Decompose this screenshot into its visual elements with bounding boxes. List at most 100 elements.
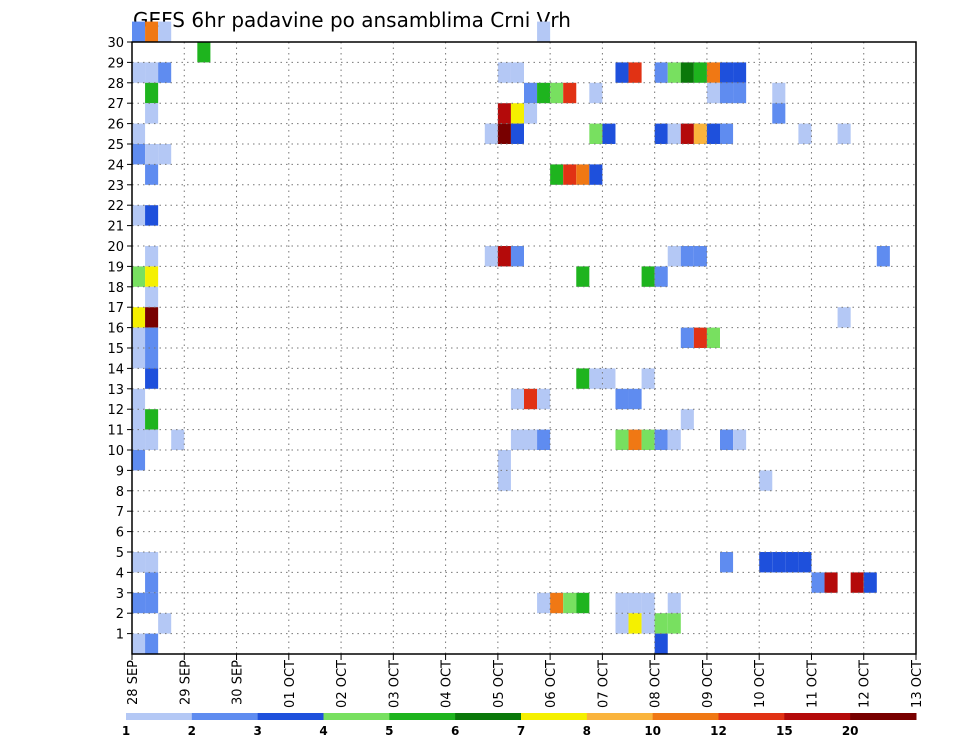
heatmap-cell: [497, 123, 511, 144]
heatmap-cell: [145, 164, 159, 185]
heatmap-cell: [733, 62, 747, 83]
heatmap-cell: [132, 388, 146, 410]
heatmap-cell: [798, 552, 812, 573]
heatmap-cell: [602, 123, 616, 144]
heatmap-cell: [197, 42, 211, 63]
y-tick-label: 12: [107, 403, 124, 418]
y-tick-label: 16: [107, 322, 124, 337]
heatmap-cell: [693, 123, 707, 144]
heatmap-cell: [171, 429, 185, 450]
heatmap-cell: [145, 572, 159, 593]
x-axis: 28 SEP 29 SEP 30 SEP 01 OCT 02 OCT 03 OCT 04 O…: [126, 654, 925, 708]
heatmap-cell: [667, 123, 681, 144]
legend-swatch: [455, 713, 522, 720]
legend-swatch: [323, 713, 390, 720]
legend-swatch: [784, 713, 851, 720]
x-tick-label: 28 SEP: [126, 660, 141, 705]
heatmap-cell: [145, 552, 159, 573]
heatmap-cell: [132, 307, 146, 328]
heatmap-cell: [524, 82, 538, 104]
heatmap-cell: [706, 327, 720, 348]
heatmap-cell: [733, 429, 747, 450]
heatmap-cell: [510, 62, 524, 83]
heatmap-cell: [628, 592, 642, 614]
heatmap-cell: [615, 388, 629, 410]
heatmap-cell: [628, 429, 642, 450]
heatmap-cell: [680, 327, 694, 348]
legend-label: 6: [451, 724, 459, 738]
y-tick-label: 23: [107, 179, 124, 194]
heatmap-cell: [132, 633, 146, 654]
heatmap-cell: [759, 552, 773, 573]
heatmap-cell: [876, 246, 890, 267]
heatmap-cell: [837, 123, 851, 144]
heatmap-cell: [510, 123, 524, 144]
heatmap-cell: [145, 62, 159, 83]
heatmap-cell: [863, 572, 877, 593]
heatmap-cell: [667, 246, 681, 267]
heatmap-cell: [628, 62, 642, 83]
legend-swatch: [191, 713, 259, 720]
y-axis: 1234567891011121314151617181920212223242…: [107, 36, 132, 643]
x-tick-label: 01 OCT: [283, 660, 298, 708]
heatmap-cell: [628, 388, 642, 410]
heatmap-cell: [615, 592, 629, 614]
heatmap-cell: [132, 21, 146, 42]
heatmap-cell: [654, 429, 668, 450]
x-tick-label: 13 OCT: [910, 660, 925, 708]
heatmap-cell: [772, 82, 786, 104]
heatmap-cell: [158, 21, 172, 42]
y-tick-label: 28: [107, 77, 124, 92]
heatmap-cell: [510, 388, 524, 410]
heatmap-cell: [667, 613, 681, 634]
heatmap-cell: [145, 82, 159, 104]
y-tick-label: 11: [107, 424, 124, 439]
heatmap-cell: [576, 164, 590, 185]
heatmap-cell: [132, 450, 146, 471]
heatmap-cell: [706, 123, 720, 144]
x-tick-label: 07 OCT: [596, 660, 611, 708]
heatmap-cell: [537, 388, 551, 410]
heatmap-cell: [484, 123, 498, 144]
x-tick-label: 08 OCT: [649, 660, 664, 708]
y-tick-label: 13: [107, 383, 124, 398]
y-tick-label: 21: [107, 220, 124, 235]
heatmap-cell: [602, 368, 616, 389]
heatmap-cell: [145, 144, 159, 165]
heatmap-cell: [615, 613, 629, 634]
heatmap-cell: [537, 429, 551, 450]
heatmap-cell: [132, 409, 146, 430]
legend-swatch: [126, 713, 193, 720]
heatmap-cell: [641, 613, 655, 634]
legend-label: 12: [710, 724, 727, 738]
heatmap-cell: [497, 470, 511, 491]
heatmap-cell: [132, 552, 146, 573]
heatmap-cell: [158, 613, 172, 634]
x-tick-label: 10 OCT: [753, 660, 768, 708]
heatmap-cell: [497, 103, 511, 124]
heatmap-cell: [589, 164, 603, 185]
heatmap-cell: [132, 144, 146, 165]
legend-label: 15: [776, 724, 793, 738]
legend-swatch: [586, 713, 654, 720]
heatmap-cell: [550, 82, 564, 104]
x-tick-label: 02 OCT: [335, 660, 350, 708]
heatmap-cell: [720, 552, 734, 573]
legend-label: 8: [583, 724, 591, 738]
heatmap-cell: [550, 164, 564, 185]
heatmap-cell: [589, 368, 603, 389]
heatmap-cell: [510, 103, 524, 124]
heatmap-cell: [654, 62, 668, 83]
heatmap-cell: [145, 307, 159, 328]
heatmap-cell: [132, 123, 146, 144]
legend-swatch: [521, 713, 588, 720]
heatmap-cell: [720, 429, 734, 450]
heatmap-cell: [680, 123, 694, 144]
heatmap-cell: [772, 103, 786, 124]
heatmap-cell: [589, 82, 603, 104]
heatmap-cell: [693, 327, 707, 348]
heatmap-cell: [145, 266, 159, 287]
heatmap-cell: [510, 246, 524, 267]
x-tick-label: 05 OCT: [492, 660, 507, 708]
heatmap-cell: [132, 62, 146, 83]
